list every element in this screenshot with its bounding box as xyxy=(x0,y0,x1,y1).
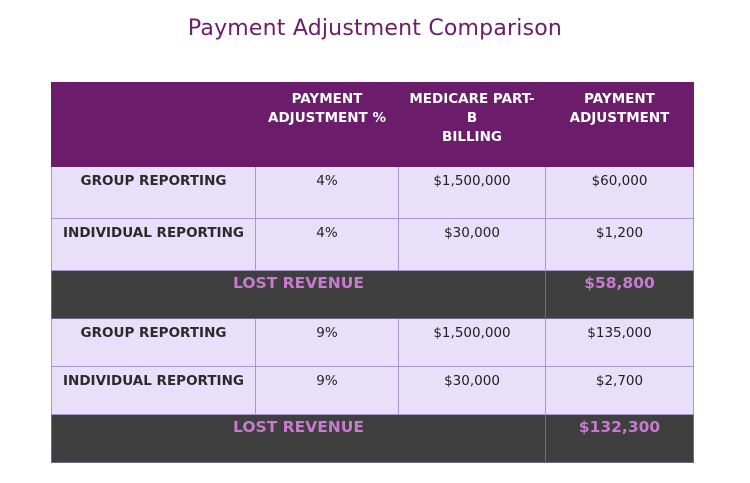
lost-revenue-row: LOST REVENUE $58,800 xyxy=(51,270,694,319)
lost-revenue-value: $132,300 xyxy=(545,414,694,463)
page-title: Payment Adjustment Comparison xyxy=(187,16,563,41)
table-header-row: PAYMENT ADJUSTMENT % MEDICARE PART-B BIL… xyxy=(51,82,694,167)
header-empty xyxy=(51,82,256,167)
adjustment-pct-cell: 4% xyxy=(255,218,399,271)
table-row: GROUP REPORTING 4% $1,500,000 $60,000 xyxy=(51,166,694,219)
header-line: PAYMENT xyxy=(584,91,655,107)
table-row: INDIVIDUAL REPORTING 4% $30,000 $1,200 xyxy=(51,218,694,271)
header-line: PAYMENT xyxy=(291,91,363,107)
row-label: INDIVIDUAL REPORTING xyxy=(51,366,256,415)
adjustment-cell: $1,200 xyxy=(545,218,694,271)
payment-comparison-table: PAYMENT ADJUSTMENT % MEDICARE PART-B BIL… xyxy=(51,82,694,463)
billing-cell: $30,000 xyxy=(398,366,546,415)
header-line: ADJUSTMENT % xyxy=(268,110,386,126)
billing-cell: $30,000 xyxy=(398,218,546,271)
header-medicare-billing: MEDICARE PART-B BILLING xyxy=(398,82,546,167)
row-label: INDIVIDUAL REPORTING xyxy=(51,218,256,271)
header-payment-adjustment: PAYMENT ADJUSTMENT xyxy=(545,82,694,167)
adjustment-pct-cell: 4% xyxy=(255,166,399,219)
row-label: GROUP REPORTING xyxy=(51,318,256,367)
adjustment-pct-cell: 9% xyxy=(255,318,399,367)
header-line: ADJUSTMENT xyxy=(569,110,670,126)
header-line: MEDICARE PART-B xyxy=(409,91,535,126)
billing-cell: $1,500,000 xyxy=(398,318,546,367)
lost-revenue-value: $58,800 xyxy=(545,270,694,319)
adjustment-cell: $60,000 xyxy=(545,166,694,219)
adjustment-cell: $2,700 xyxy=(545,366,694,415)
row-label: GROUP REPORTING xyxy=(51,166,256,219)
lost-revenue-label: LOST REVENUE xyxy=(51,414,546,463)
header-line: BILLING xyxy=(442,129,502,145)
lost-revenue-label: LOST REVENUE xyxy=(51,270,546,319)
header-payment-adjustment-pct: PAYMENT ADJUSTMENT % xyxy=(255,82,399,167)
billing-cell: $1,500,000 xyxy=(398,166,546,219)
adjustment-cell: $135,000 xyxy=(545,318,694,367)
lost-revenue-row: LOST REVENUE $132,300 xyxy=(51,414,694,463)
adjustment-pct-cell: 9% xyxy=(255,366,399,415)
table-row: GROUP REPORTING 9% $1,500,000 $135,000 xyxy=(51,318,694,367)
table-row: INDIVIDUAL REPORTING 9% $30,000 $2,700 xyxy=(51,366,694,415)
